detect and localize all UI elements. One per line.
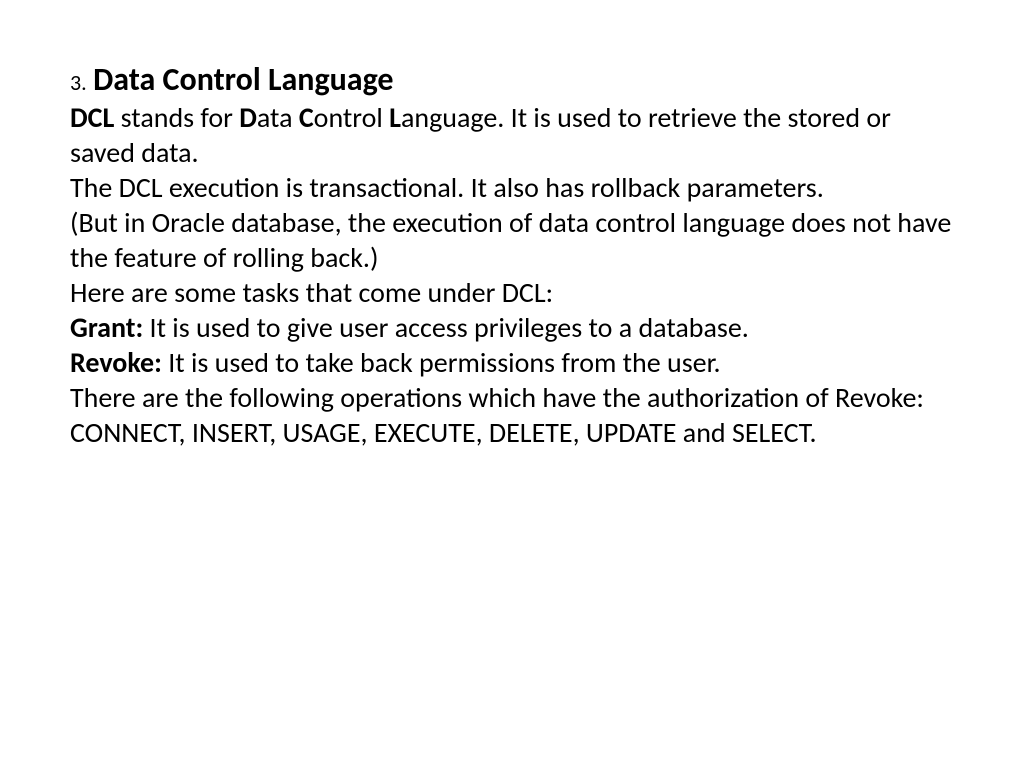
content-block: 3. Data Control Language DCL stands for … <box>70 60 954 450</box>
text-fragment: ata <box>257 100 299 135</box>
revoke-line: Revoke: It is used to take back permissi… <box>70 345 954 380</box>
grant-line: Grant: It is used to give user access pr… <box>70 310 954 345</box>
text-fragment: ontrol <box>314 100 389 135</box>
definition-line: DCL stands for Data Control Language. It… <box>70 100 954 170</box>
transactional-line: The DCL execution is transactional. It a… <box>70 170 954 205</box>
letter-l: L <box>389 100 401 135</box>
revoke-operations-list: CONNECT, INSERT, USAGE, EXECUTE, DELETE,… <box>70 415 954 450</box>
text-fragment: stands for <box>114 100 239 135</box>
letter-c: C <box>299 100 314 135</box>
slide-body: 3. Data Control Language DCL stands for … <box>0 0 1024 768</box>
revoke-text: It is used to take back permissions from… <box>162 345 721 380</box>
tasks-intro-line: Here are some tasks that come under DCL: <box>70 275 954 310</box>
heading-title: Data Control Language <box>93 60 393 99</box>
revoke-label: Revoke: <box>70 345 162 380</box>
grant-text: It is used to give user access privilege… <box>143 310 749 345</box>
heading-line: 3. Data Control Language <box>70 60 954 100</box>
revoke-operations-intro: There are the following operations which… <box>70 380 954 415</box>
dcl-abbrev: DCL <box>70 100 114 135</box>
heading-number: 3. <box>70 69 87 96</box>
oracle-note-line: (But in Oracle database, the execution o… <box>70 205 954 275</box>
letter-d: D <box>239 100 257 135</box>
grant-label: Grant: <box>70 310 143 345</box>
